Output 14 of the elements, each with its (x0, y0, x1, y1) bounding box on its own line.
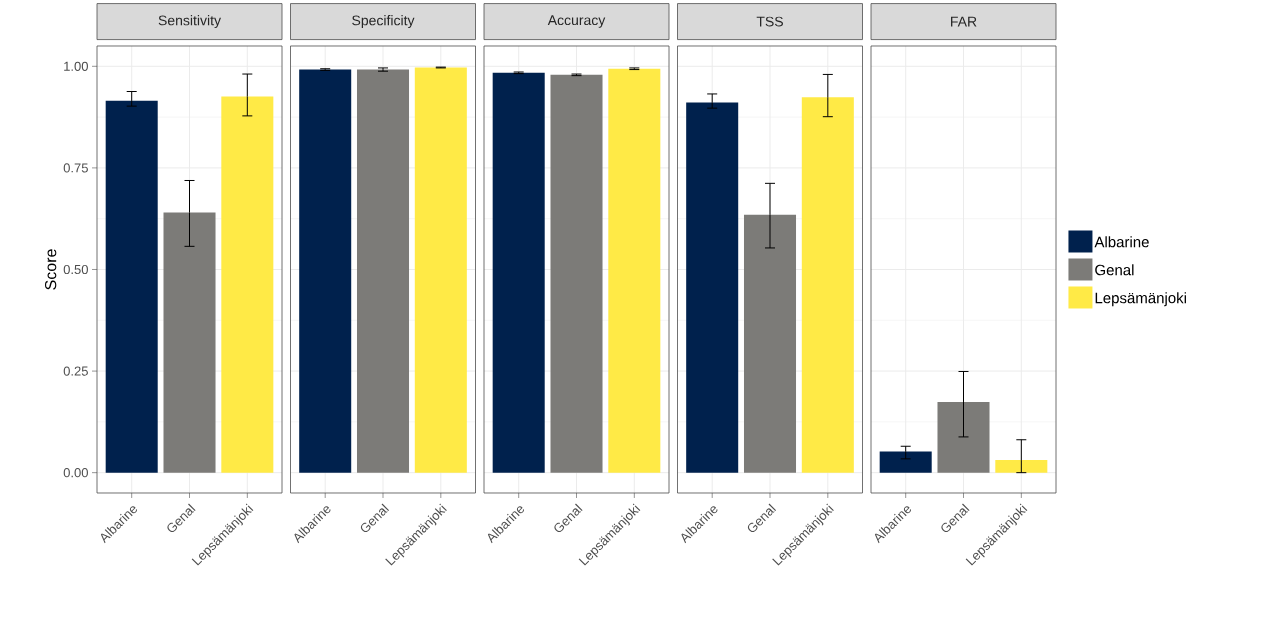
chart-title: Specificity (352, 15, 415, 29)
y-tick-label: 0.50 (63, 264, 88, 275)
y-tick-label: 0.75 (63, 163, 88, 173)
y-tick-label: 0.00 (63, 468, 88, 478)
chart-title: FAR (951, 16, 977, 27)
y-tick-label: 1.00 (64, 61, 88, 71)
chart-title: TSS (756, 16, 783, 27)
legend-label: Lepsämänjoki (1095, 292, 1186, 307)
legend-label: Genal (1095, 264, 1134, 276)
y-axis-title: Score (44, 249, 57, 290)
chart-title: Accuracy (547, 15, 606, 28)
chart-title: Sensitivity (158, 15, 221, 29)
y-tick-label: 0.25 (63, 366, 88, 376)
legend-label: Albarine (1094, 236, 1149, 248)
